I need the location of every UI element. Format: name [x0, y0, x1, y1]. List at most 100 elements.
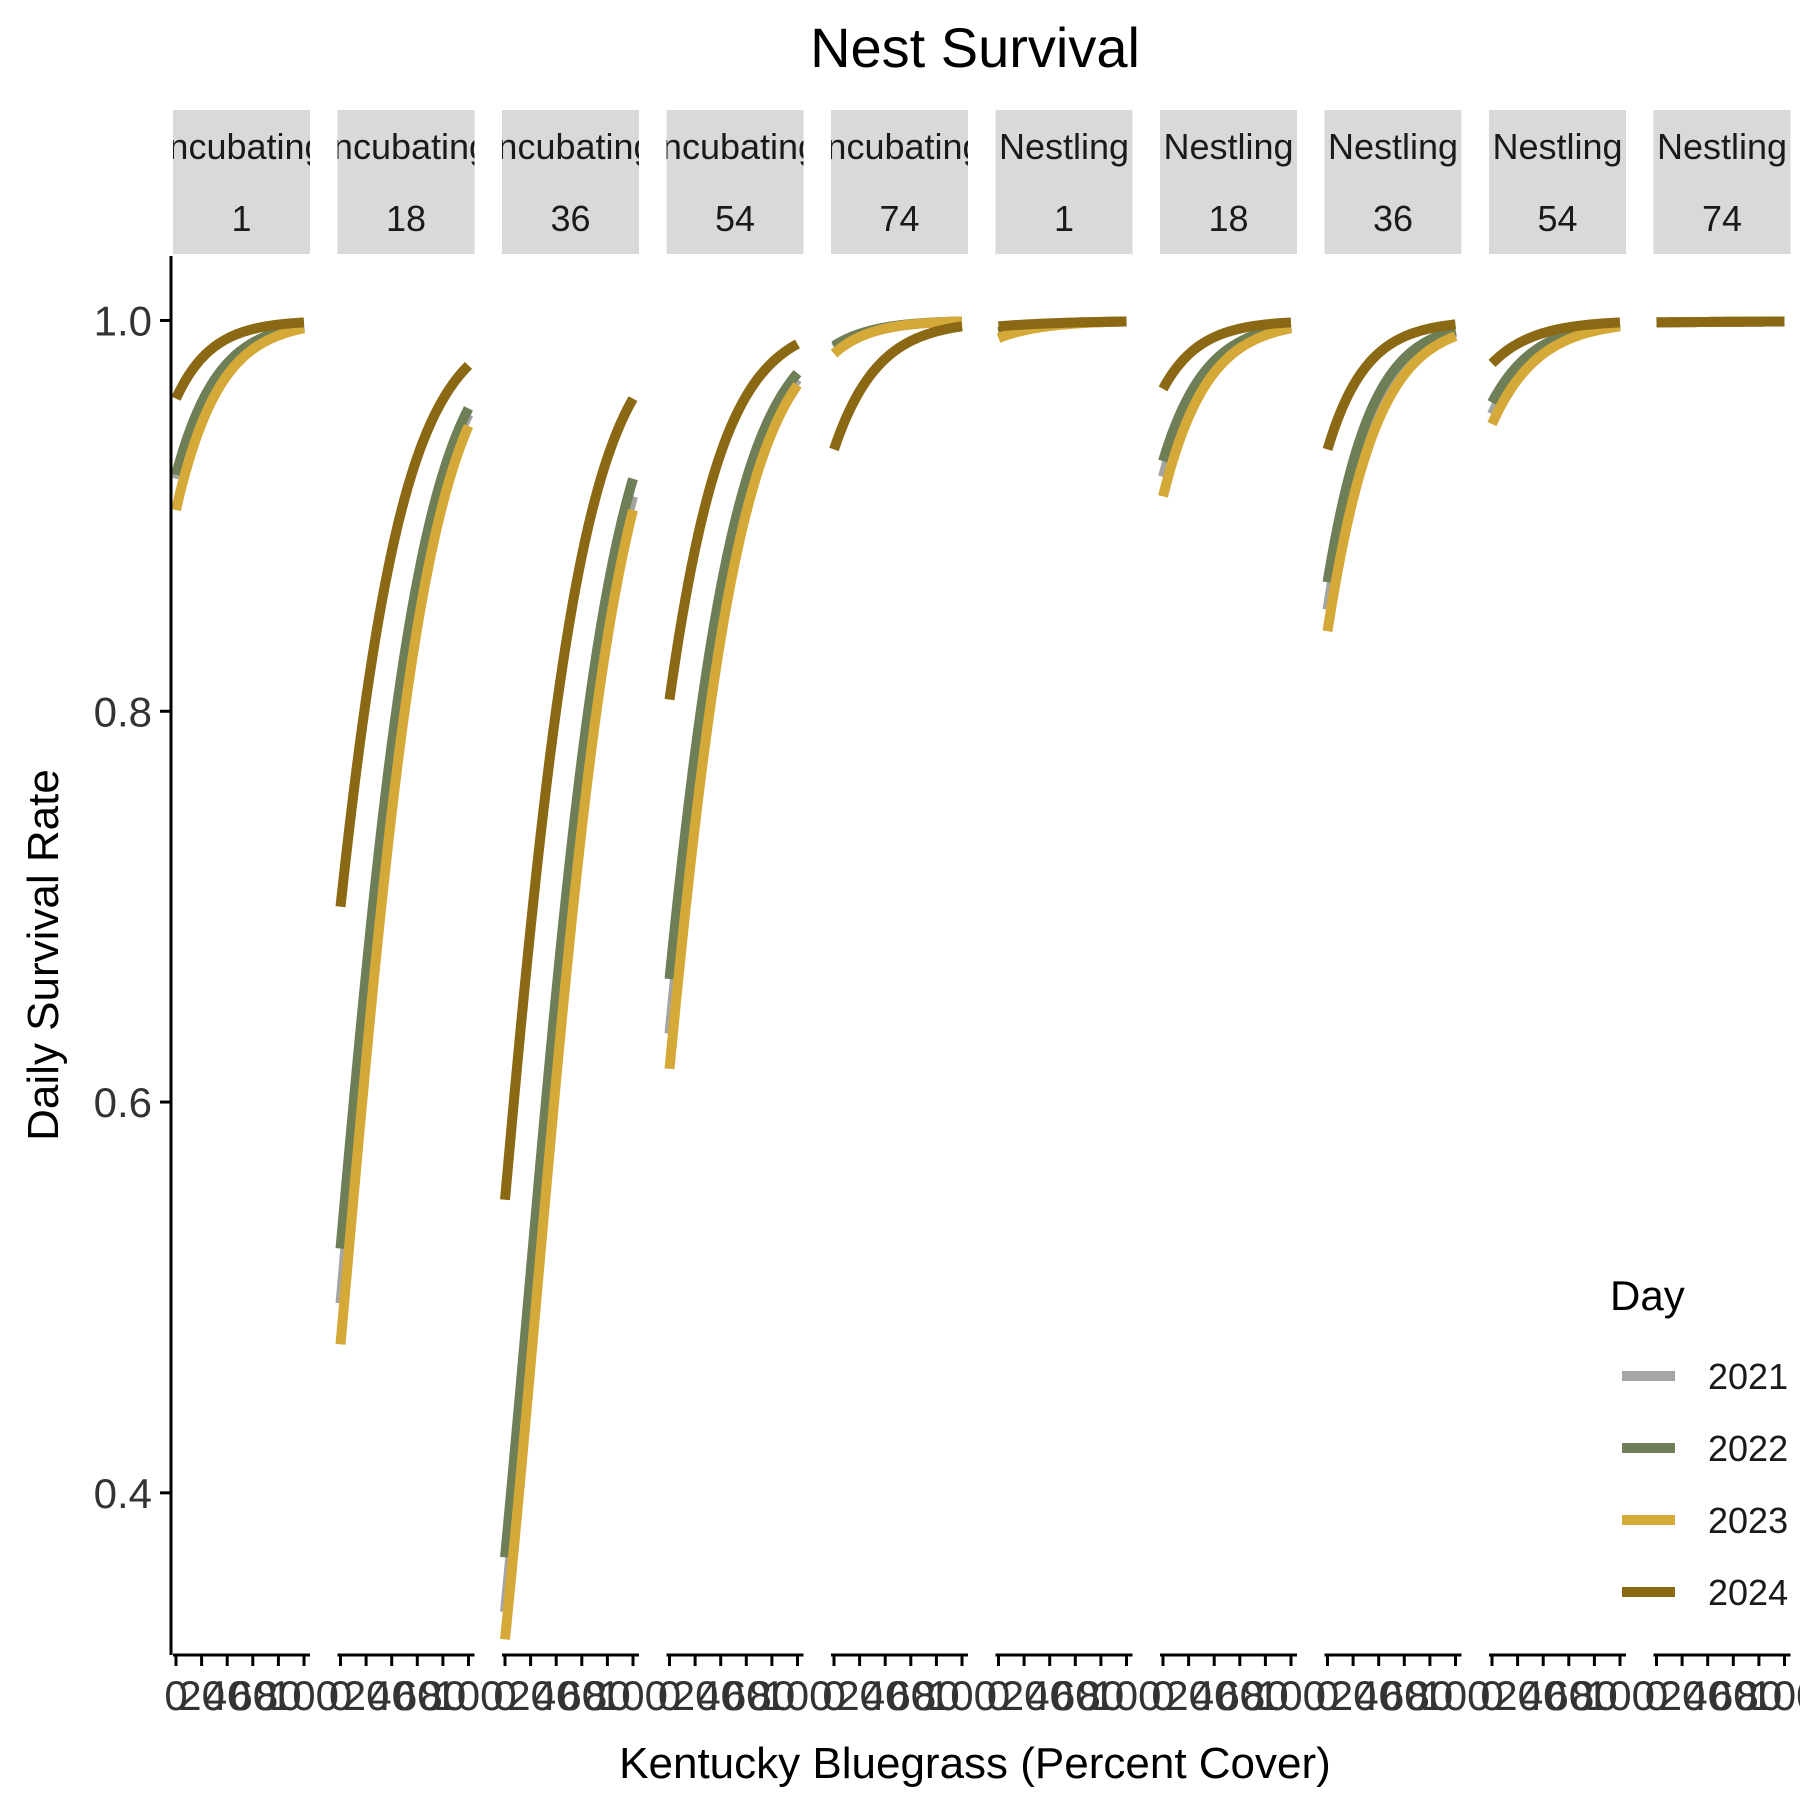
x-tick-label: 60 — [887, 1672, 934, 1719]
x-tick-label: 100 — [1420, 1672, 1490, 1719]
y-tick-label: 0.8 — [94, 688, 152, 735]
facet-strip: Nestling 54 — [1489, 110, 1626, 254]
legend: Day 2021 2022 2023 2024 — [1610, 1272, 1788, 1613]
chart-title: Nest Survival — [810, 16, 1140, 79]
facet-panel — [335, 361, 474, 1345]
facet-strip-label-bottom: 18 — [386, 198, 426, 239]
legend-item: 2022 — [1622, 1428, 1788, 1469]
series-line-2023 — [830, 316, 964, 358]
x-tick-label: 20 — [178, 1672, 225, 1719]
series-line-2024 — [664, 339, 800, 701]
y-tick-label: 1.0 — [94, 297, 152, 344]
facet-strip: Incubating 1 — [173, 110, 310, 254]
series-line-2024 — [1158, 317, 1293, 392]
x-tick-label: 20 — [836, 1672, 883, 1719]
facet-strip-background — [337, 110, 475, 254]
facet-strip-background — [831, 110, 968, 254]
facet-strip: Incubating 18 — [337, 110, 475, 254]
legend-title: Day — [1610, 1272, 1685, 1319]
facet-strip-label-bottom: 74 — [1702, 198, 1742, 239]
facet-strip-background — [173, 110, 310, 254]
x-tick-label: 40 — [368, 1672, 415, 1719]
facet-strip-label-bottom: 1 — [231, 198, 251, 239]
x-axes: 0204060801000204060801000204060801000204… — [164, 1653, 1800, 1719]
facet-strip-background — [1489, 110, 1626, 254]
facet-strip: Nestling 36 — [1324, 110, 1462, 254]
x-tick-label: 80 — [913, 1672, 960, 1719]
x-tick-label: 100 — [1091, 1672, 1161, 1719]
facet-strip-label-top: Nestling — [999, 126, 1129, 167]
x-tick-label: 40 — [204, 1672, 251, 1719]
x-tick-label: 20 — [343, 1672, 390, 1719]
x-tick-label: 40 — [697, 1672, 744, 1719]
x-tick-label: 80 — [749, 1672, 796, 1719]
x-tick-label: 100 — [269, 1672, 339, 1719]
x-tick-label: 0 — [1480, 1672, 1503, 1719]
facet-strip: Incubating 54 — [652, 110, 818, 254]
facet-strip-background — [502, 110, 639, 254]
x-axis-label: Kentucky Bluegrass (Percent Cover) — [619, 1739, 1331, 1788]
facet-strips: Incubating1Incubating18Incubating36Incub… — [173, 110, 1791, 254]
facet-panel — [500, 396, 638, 1640]
series-line-2024 — [335, 361, 473, 908]
series-line-2022 — [500, 477, 638, 1558]
facet-strip-label-bottom: 1 — [1054, 198, 1074, 239]
x-tick-label: 0 — [658, 1672, 681, 1719]
facet-panel — [1158, 317, 1293, 498]
x-tick-label: 80 — [1571, 1672, 1618, 1719]
facet-strip-background — [995, 110, 1133, 254]
x-tick-label: 80 — [1407, 1672, 1454, 1719]
series-line-2024 — [1654, 316, 1787, 328]
x-tick-label: 40 — [1684, 1672, 1731, 1719]
facet-panel — [171, 317, 306, 512]
series-line-2022 — [1322, 325, 1458, 584]
legend-item: 2024 — [1622, 1572, 1788, 1613]
legend-item: 2021 — [1622, 1356, 1788, 1397]
facet-strip: Incubating 74 — [831, 110, 968, 254]
facet-strip-background — [1653, 110, 1791, 254]
facet-strip-label-top: Nestling — [1163, 126, 1293, 167]
y-axis-label: Daily Survival Rate — [19, 769, 68, 1141]
facet-strip: Nestling 74 — [1653, 110, 1791, 254]
x-tick-label: 0 — [1645, 1672, 1668, 1719]
x-tick-label: 40 — [1355, 1672, 1402, 1719]
x-tick-label: 0 — [329, 1672, 352, 1719]
x-tick-label: 60 — [1052, 1672, 1099, 1719]
series-line-2023 — [1158, 323, 1293, 498]
facet-strip-label-top: Incubating — [652, 126, 818, 167]
x-tick-label: 40 — [1191, 1672, 1238, 1719]
facet-strip-label-top: Nestling — [1492, 126, 1622, 167]
facet-strip-label-bottom: 36 — [550, 198, 590, 239]
series-line-2023 — [500, 508, 638, 1640]
x-tick-label: 60 — [1545, 1672, 1592, 1719]
x-tick-label: 0 — [822, 1672, 845, 1719]
x-tick-label: 40 — [1026, 1672, 1073, 1719]
facet-strip-label-bottom: 18 — [1208, 198, 1248, 239]
x-tick-label: 0 — [164, 1672, 187, 1719]
facet-strip-background — [666, 110, 804, 254]
facet-strip-label-bottom: 54 — [1537, 198, 1577, 239]
facet-strip-label-top: Incubating — [487, 126, 653, 167]
series-line-2023 — [1322, 331, 1458, 632]
series-line-2022 — [664, 370, 802, 980]
series-line-2024 — [171, 317, 306, 401]
series-line-2021 — [664, 376, 802, 1035]
x-tick-label: 100 — [1585, 1672, 1655, 1719]
facet-panel — [664, 339, 802, 1070]
x-tick-label: 0 — [1151, 1672, 1174, 1719]
facet-panel — [1322, 319, 1458, 632]
x-tick-label: 60 — [558, 1672, 605, 1719]
x-tick-label: 0 — [493, 1672, 516, 1719]
x-tick-label: 80 — [584, 1672, 631, 1719]
x-tick-label: 100 — [927, 1672, 997, 1719]
series-line-2023 — [335, 424, 474, 1345]
x-tick-label: 60 — [1710, 1672, 1757, 1719]
facet-panel — [1654, 316, 1787, 328]
